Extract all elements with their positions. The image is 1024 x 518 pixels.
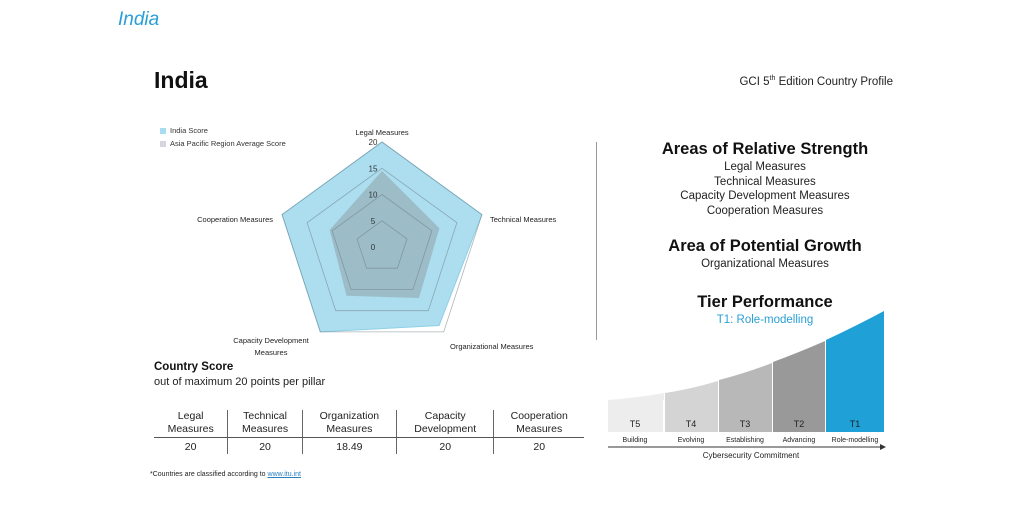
tier-code-t5: T5 (630, 419, 641, 429)
legend-item-india: India Score (160, 124, 286, 137)
radar-tick-5: 5 (371, 217, 376, 226)
strength-list: Legal Measures Technical Measures Capaci… (615, 160, 915, 218)
tier-block-t4 (665, 381, 718, 432)
tier-block-t3 (719, 363, 772, 432)
header-cooperation: Cooperation Measures (493, 410, 584, 438)
strength-item: Technical Measures (714, 175, 816, 188)
page-heading: India (118, 9, 160, 30)
country-score-table: Legal Measures Technical Measures Organiza… (154, 410, 584, 454)
radar-grid-ring-15 (306, 167, 458, 312)
axis-label-organizational: Organizational Measures (450, 342, 534, 351)
column-divider (596, 142, 597, 340)
chart-legend: India Score Asia Pacific Region Average … (160, 124, 286, 150)
radar-series-region (329, 170, 440, 298)
score-capacity: 20 (395, 437, 494, 454)
header-legal: Legal Measures (154, 410, 228, 438)
growth-item: Organizational Measures (701, 258, 829, 270)
legend-swatch-india (160, 127, 166, 134)
axis-label-capacity-line2: Measures (255, 348, 288, 357)
country-score-title: Country Score (154, 361, 234, 373)
tier-curve-t5 (608, 393, 664, 400)
growth-title: Area of Potential Growth (668, 237, 862, 255)
header-capacity: Capacity Development (395, 410, 494, 438)
tier-name-t1: Role-modelling (832, 437, 879, 444)
strength-item: Cooperation Measures (706, 204, 824, 217)
strength-item: Legal Measures (724, 161, 806, 173)
radar-grid-lines (281, 141, 483, 333)
axis-label-technical: Technical Measures (490, 215, 557, 224)
radar-grid-ring-5 (356, 220, 408, 269)
arrow-head-icon (880, 444, 886, 450)
table-header-row: Legal Measures Technical Measures Organiza… (154, 410, 584, 438)
radar-grid-ring-20 (281, 141, 483, 333)
axis-label-capacity-line1: Capacity Development (233, 336, 309, 345)
radar-tick-15: 15 (369, 164, 378, 173)
growth-list: Organizational Measures (615, 258, 915, 270)
header-organization: Organization Measures (301, 410, 397, 438)
tier-name-t5: Building (623, 437, 648, 444)
tier-code-t1: T1 (850, 419, 861, 429)
country-name: India (154, 67, 208, 93)
legend-label-india: India Score (170, 126, 208, 135)
tier-name-t4: Evolving (678, 437, 705, 444)
score-cooperation: 20 (493, 437, 584, 454)
radar-tick-0: 0 (371, 243, 376, 252)
axis-label-cooperation: Cooperation Measures (197, 215, 273, 224)
radar-tick-10: 10 (369, 191, 378, 200)
legend-swatch-region (160, 140, 166, 147)
strength-title: Areas of Relative Strength (661, 140, 869, 158)
tier-block-t5 (608, 400, 663, 432)
radar-chart: 0 5 10 15 20 Legal Measures Technical Measur… (197, 128, 557, 357)
header-technical: Technical Measures (227, 410, 303, 438)
edition-label: GCI 5th Edition Country Profile (739, 75, 893, 88)
tier-chart: T5 T4 T3 T2 T1 Building Evolving Establi… (608, 311, 886, 460)
score-technical: 20 (227, 437, 303, 454)
radar-tick-labels: 0 5 10 15 20 (369, 138, 378, 252)
legend-label-region: Asia Pacific Region Average Score (170, 139, 286, 148)
tier-value: T1: Role-modelling (716, 314, 814, 326)
country-score-subtitle: out of maximum 20 points per pillar (154, 376, 326, 388)
legend-item-region: Asia Pacific Region Average Score (160, 137, 286, 150)
footnote: *Countries are classified according to w… (150, 471, 301, 478)
tier-code-t4: T4 (686, 419, 697, 429)
strength-item: Capacity Development Measures (680, 190, 850, 202)
axis-label-legal: Legal Measures (355, 128, 409, 137)
commitment-label: Cybersecurity Commitment (703, 451, 800, 460)
tier-name-t3: Establishing (726, 437, 764, 444)
tier-block-t2 (773, 341, 825, 432)
itu-link[interactable]: www.itu.int (267, 471, 301, 478)
tier-title: Tier Performance (697, 293, 833, 311)
tier-block-t1 (826, 311, 884, 432)
radar-tick-20: 20 (369, 138, 378, 147)
score-legal: 20 (184, 441, 197, 453)
tier-name-t2: Advancing (783, 437, 816, 444)
radar-grid-ring-10 (331, 194, 433, 290)
tier-code-t2: T2 (794, 419, 805, 429)
table-row: 20 20 18.49 20 20 (154, 437, 584, 454)
score-organization: 18.49 (301, 437, 397, 454)
tier-code-t3: T3 (740, 419, 751, 429)
